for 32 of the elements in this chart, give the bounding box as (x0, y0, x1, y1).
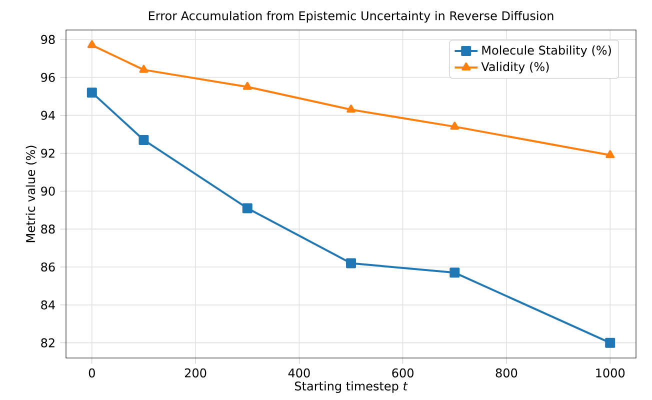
chart-title: Error Accumulation from Epistemic Uncertainty in Reverse Diffusion (148, 11, 554, 23)
legend-label: Validity (%) (481, 62, 549, 74)
y-axis-title: Metric value (%) (26, 146, 37, 242)
x-tick-label: 600 (392, 368, 414, 378)
point (139, 64, 148, 73)
x-tick-label: 200 (184, 368, 206, 378)
y-tick-label: 94 (41, 110, 55, 120)
x-tick-label: 1000 (596, 368, 625, 378)
y-tick-label: 92 (41, 148, 54, 158)
point (450, 268, 460, 278)
point (450, 122, 460, 130)
x-tick-label: 400 (288, 368, 310, 378)
point (87, 40, 96, 48)
point (242, 203, 252, 214)
legend-label: Molecule Stability (%) (482, 45, 611, 58)
y-tick-label: 84 (41, 300, 55, 310)
y-tick-label: 90 (41, 186, 55, 196)
point (346, 258, 356, 268)
y-tick-label: 88 (41, 224, 55, 234)
point (605, 338, 616, 348)
y-tick-label: 96 (41, 72, 55, 82)
x-axis-title: Starting timestep t (294, 381, 408, 393)
point (606, 150, 615, 158)
y-tick-label: 82 (41, 338, 54, 348)
point (138, 134, 149, 145)
x-tick-label: 0 (88, 368, 95, 378)
point (86, 88, 97, 98)
y-tick-label: 98 (41, 34, 55, 44)
point (242, 82, 252, 90)
x-tick-label: 800 (496, 368, 518, 378)
y-tick-label: 86 (41, 262, 55, 272)
point (346, 104, 356, 113)
